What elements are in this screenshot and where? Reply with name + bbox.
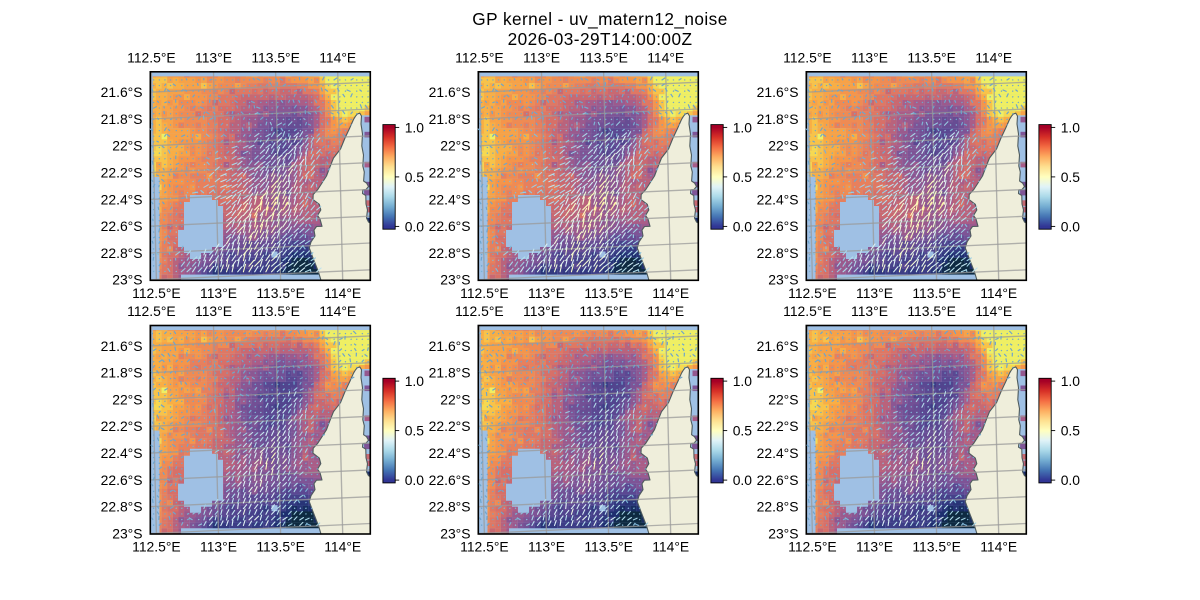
svg-text:GP kernel - uv_matern12_noise: GP kernel - uv_matern12_noise [472, 9, 727, 29]
svg-text:2026-03-29T14:00:00Z: 2026-03-29T14:00:00Z [508, 29, 693, 49]
